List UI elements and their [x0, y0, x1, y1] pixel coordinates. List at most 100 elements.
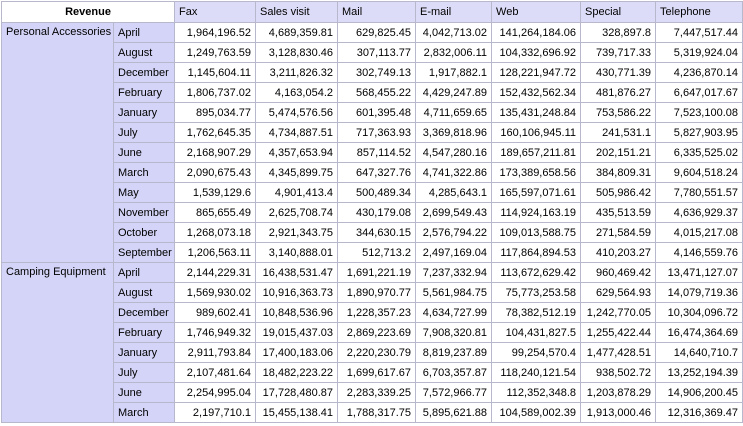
- data-row: August 1,569,930.02 10,916,363.73 1,890,970…: [2, 282, 743, 303]
- column-header: E-mail: [415, 1, 493, 23]
- column-header: Telephone: [655, 1, 743, 23]
- value-cell: 2,254,995.04: [174, 382, 257, 403]
- row-label: December: [112, 62, 176, 83]
- data-row: June 2,254,995.04 17,728,480.87 2,283,339.2…: [2, 382, 743, 403]
- value-cell: 7,523,100.08: [655, 102, 743, 123]
- value-cell: 19,015,437.03: [255, 322, 339, 343]
- row-label: March: [112, 162, 176, 183]
- value-cell: 2,168,907.29: [174, 142, 257, 163]
- value-cell: 7,572,966.77: [415, 382, 493, 403]
- value-cell: 568,455.22: [337, 82, 417, 103]
- value-cell: 14,079,719.36: [655, 282, 743, 303]
- value-cell: 104,589,002.39: [491, 402, 582, 423]
- data-row: February 1,806,737.02 4,163,054.2 568,455.2…: [2, 82, 743, 103]
- data-row: Personal Accessories April 1,964,196.52 4,6…: [1, 22, 743, 263]
- value-cell: 4,429,247.89: [415, 82, 493, 103]
- data-row: July 1,762,645.35 4,734,887.51 717,363.93 3,…: [2, 122, 743, 143]
- value-cell: 16,474,364.69: [655, 322, 743, 343]
- data-row: November 865,655.49 2,625,708.74 430,179.08…: [2, 202, 743, 223]
- value-cell: 4,042,713.02: [415, 22, 493, 43]
- value-cell: 5,827,903.95: [655, 122, 743, 143]
- value-cell: 10,848,536.96: [255, 302, 339, 323]
- value-cell: 113,672,629.42: [491, 262, 582, 283]
- value-cell: 938,502.72: [580, 362, 657, 383]
- row-label: March: [112, 402, 176, 423]
- table-title: Revenue: [0, 1, 176, 23]
- value-cell: 271,584.59: [580, 222, 657, 243]
- value-cell: 512,713.2: [337, 242, 417, 263]
- value-cell: 1,228,357.23: [337, 302, 417, 323]
- value-cell: 1,890,970.77: [337, 282, 417, 303]
- data-row: January 2,911,793.84 17,400,183.06 2,220,23…: [2, 342, 743, 363]
- value-cell: 1,268,073.18: [174, 222, 257, 243]
- value-cell: 4,236,870.14: [655, 62, 743, 83]
- value-cell: 960,469.42: [580, 262, 657, 283]
- value-cell: 1,145,604.11: [174, 62, 257, 83]
- value-cell: 7,237,332.94: [415, 262, 493, 283]
- value-cell: 15,455,138.41: [255, 402, 339, 423]
- value-cell: 12,316,369.47: [655, 402, 743, 423]
- value-cell: 2,911,793.84: [174, 342, 257, 363]
- value-cell: 1,255,422.44: [580, 322, 657, 343]
- data-row: December 1,145,604.11 3,211,826.32 302,749.…: [2, 62, 743, 83]
- value-cell: 1,477,428.51: [580, 342, 657, 363]
- value-cell: 865,655.49: [174, 202, 257, 223]
- data-row: March 2,090,675.43 4,345,899.75 647,327.76 4…: [2, 162, 743, 183]
- value-cell: 2,576,794.22: [415, 222, 493, 243]
- value-cell: 3,211,826.32: [255, 62, 339, 83]
- value-cell: 410,203.27: [580, 242, 657, 263]
- header-row: Revenue Fax Sales visit Mail E-mail Web Speci…: [0, 1, 743, 23]
- value-cell: 5,319,924.04: [655, 42, 743, 63]
- value-cell: 16,438,531.47: [255, 262, 339, 283]
- value-cell: 2,699,549.43: [415, 202, 493, 223]
- value-cell: 629,825.45: [337, 22, 417, 43]
- value-cell: 13,252,194.39: [655, 362, 743, 383]
- data-row: August 1,249,763.59 3,128,830.46 307,113.77…: [2, 42, 743, 63]
- value-cell: 4,146,559.76: [655, 242, 743, 263]
- row-label: December: [112, 302, 176, 323]
- row-label: February: [112, 82, 176, 103]
- value-cell: 10,304,096.72: [655, 302, 743, 323]
- value-cell: 1,699,617.67: [337, 362, 417, 383]
- value-cell: 4,547,280.16: [415, 142, 493, 163]
- table-body: Personal Accessories April 1,964,196.52 4,6…: [1, 22, 743, 423]
- value-cell: 629,564.93: [580, 282, 657, 303]
- value-cell: 753,586.22: [580, 102, 657, 123]
- value-cell: 481,876.27: [580, 82, 657, 103]
- column-header: Web: [491, 1, 582, 23]
- value-cell: 2,832,006.11: [415, 42, 493, 63]
- column-header: Mail: [337, 1, 417, 23]
- value-cell: 4,741,322.86: [415, 162, 493, 183]
- row-label: August: [112, 282, 176, 303]
- value-cell: 189,657,211.81: [491, 142, 582, 163]
- value-cell: 2,220,230.79: [337, 342, 417, 363]
- value-cell: 202,151.21: [580, 142, 657, 163]
- value-cell: 75,773,253.58: [491, 282, 582, 303]
- value-cell: 99,254,570.4: [491, 342, 582, 363]
- value-cell: 141,264,184.06: [491, 22, 582, 43]
- row-label: August: [112, 42, 176, 63]
- data-row: September 1,206,563.11 3,140,888.01 512,713…: [2, 242, 743, 263]
- row-label: July: [112, 362, 176, 383]
- value-cell: 2,497,169.04: [415, 242, 493, 263]
- value-cell: 1,913,000.46: [580, 402, 657, 423]
- value-cell: 8,819,237.89: [415, 342, 493, 363]
- value-cell: 344,630.15: [337, 222, 417, 243]
- row-label: June: [112, 142, 176, 163]
- data-row: January 895,034.77 5,474,576.56 601,395.48 4…: [2, 102, 743, 123]
- value-cell: 1,762,645.35: [174, 122, 257, 143]
- value-cell: 160,106,945.11: [491, 122, 582, 143]
- value-cell: 4,901,413.4: [255, 182, 339, 203]
- value-cell: 3,128,830.46: [255, 42, 339, 63]
- value-cell: 1,203,878.29: [580, 382, 657, 403]
- value-cell: 2,144,229.31: [174, 262, 257, 283]
- value-cell: 135,431,248.84: [491, 102, 582, 123]
- value-cell: 7,447,517.44: [655, 22, 743, 43]
- value-cell: 647,327.76: [337, 162, 417, 183]
- column-header: Special: [580, 1, 657, 23]
- value-cell: 4,711,659.65: [415, 102, 493, 123]
- value-cell: 109,013,588.75: [491, 222, 582, 243]
- data-row: October 1,268,073.18 2,921,343.75 344,630.1…: [2, 222, 743, 243]
- group-label: Personal Accessories: [1, 22, 114, 263]
- row-label: October: [112, 222, 176, 243]
